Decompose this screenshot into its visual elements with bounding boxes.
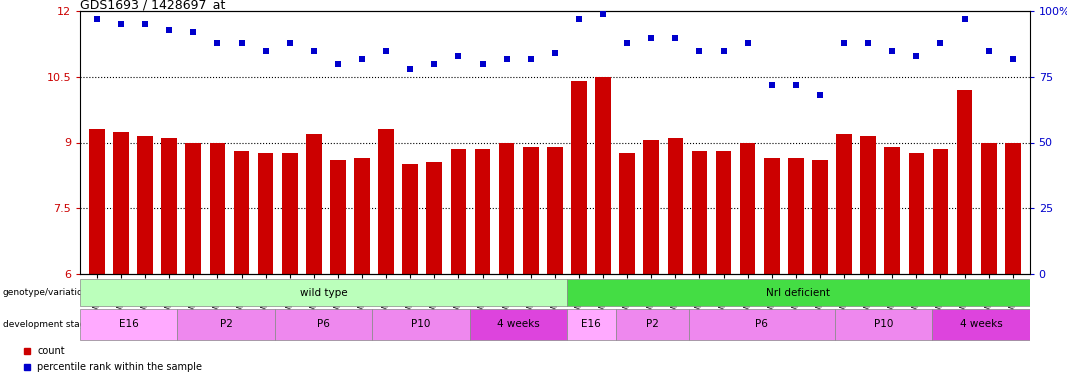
Bar — [860, 136, 876, 274]
Bar — [716, 151, 731, 274]
Text: genotype/variation: genotype/variation — [3, 288, 124, 297]
Text: count: count — [37, 346, 65, 356]
Bar — [933, 149, 949, 274]
Bar — [379, 129, 394, 274]
Bar — [234, 151, 250, 274]
Bar — [80, 309, 177, 340]
Bar — [908, 153, 924, 274]
Bar — [209, 142, 225, 274]
Text: P2: P2 — [646, 320, 658, 329]
Bar — [186, 142, 202, 274]
Bar — [691, 151, 707, 274]
Text: 4 weeks: 4 weeks — [959, 320, 1002, 329]
Bar — [547, 147, 562, 274]
Text: percentile rank within the sample: percentile rank within the sample — [37, 362, 203, 372]
Bar — [567, 279, 1030, 306]
Text: P6: P6 — [755, 320, 768, 329]
Text: E16: E16 — [582, 320, 601, 329]
Bar — [643, 140, 659, 274]
Bar — [834, 309, 933, 340]
Text: P10: P10 — [411, 320, 431, 329]
Bar — [595, 77, 611, 274]
Bar — [1005, 142, 1021, 274]
Text: 4 weeks: 4 weeks — [497, 320, 540, 329]
Bar — [475, 149, 491, 274]
Text: P2: P2 — [220, 320, 233, 329]
Bar — [372, 309, 469, 340]
Bar — [402, 164, 418, 274]
Bar — [113, 132, 129, 274]
Text: E16: E16 — [118, 320, 139, 329]
Bar — [689, 309, 834, 340]
Text: wild type: wild type — [300, 288, 348, 297]
Bar — [616, 309, 689, 340]
Bar — [498, 142, 514, 274]
Bar — [161, 138, 177, 274]
Bar — [306, 134, 321, 274]
Text: development stage: development stage — [3, 320, 124, 329]
Bar — [571, 81, 587, 274]
Bar — [138, 136, 153, 274]
Bar — [837, 134, 851, 274]
Bar — [567, 309, 616, 340]
Bar — [957, 90, 972, 274]
Bar — [668, 138, 683, 274]
Bar — [354, 158, 370, 274]
Text: P6: P6 — [317, 320, 330, 329]
Bar — [450, 149, 466, 274]
Bar — [789, 158, 803, 274]
Bar — [812, 160, 828, 274]
Bar — [80, 279, 567, 306]
Bar — [523, 147, 539, 274]
Bar — [275, 309, 372, 340]
Bar — [739, 142, 755, 274]
Bar — [282, 153, 298, 274]
Bar — [177, 309, 275, 340]
Text: GDS1693 / 1428697_at: GDS1693 / 1428697_at — [80, 0, 225, 11]
Text: Nrl deficient: Nrl deficient — [766, 288, 830, 297]
Bar — [330, 160, 346, 274]
Bar — [619, 153, 635, 274]
Bar — [258, 153, 273, 274]
Text: P10: P10 — [874, 320, 893, 329]
Bar — [89, 129, 105, 274]
Bar — [469, 309, 567, 340]
Bar — [427, 162, 442, 274]
Bar — [764, 158, 780, 274]
Bar — [885, 147, 901, 274]
Bar — [981, 142, 997, 274]
Bar — [933, 309, 1030, 340]
